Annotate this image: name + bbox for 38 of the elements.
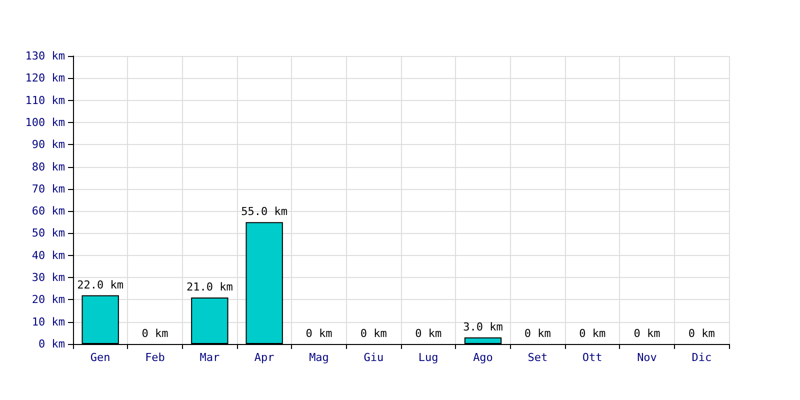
x-tick-label: Feb <box>145 351 165 364</box>
data-label: 55.0 km <box>241 205 288 218</box>
y-tick-label: 100 km <box>25 116 66 129</box>
y-tick-label: 0 km <box>38 338 66 350</box>
x-tick-label: Set <box>528 351 548 364</box>
y-tick-label: 130 km <box>25 50 66 62</box>
x-tick-label: Ott <box>582 351 602 364</box>
y-tick-label: 110 km <box>25 94 66 107</box>
y-tick-label: 70 km <box>32 182 66 196</box>
y-tick-label: 90 km <box>32 138 66 152</box>
y-tick-label: 120 km <box>25 72 66 85</box>
y-tick-label: 80 km <box>32 160 66 174</box>
x-tick-label: Ago <box>473 351 493 364</box>
data-label: 0 km <box>688 327 716 340</box>
y-tick-label: 40 km <box>32 248 66 262</box>
x-tick-label: Lug <box>418 351 438 364</box>
data-label: 0 km <box>524 327 552 340</box>
x-tick-label: Gen <box>90 351 110 364</box>
y-tick-label: 50 km <box>32 226 66 240</box>
y-tick-label: 60 km <box>32 204 66 218</box>
data-label: 0 km <box>634 327 661 340</box>
x-tick-label: Apr <box>254 351 275 364</box>
data-label: 0 km <box>360 327 388 340</box>
data-label: 0 km <box>579 327 606 340</box>
x-tick-label: Nov <box>637 351 658 364</box>
x-tick-label: Mar <box>200 351 220 364</box>
x-tick-label: Dic <box>692 351 712 364</box>
data-label: 3.0 km <box>463 320 504 334</box>
y-tick-label: 30 km <box>32 271 66 284</box>
data-label: 0 km <box>415 327 442 340</box>
data-label: 0 km <box>142 327 169 340</box>
x-tick-label: Giu <box>364 351 384 364</box>
data-label: 22.0 km <box>77 278 124 292</box>
x-tick-label: Mag <box>309 351 329 364</box>
y-tick-label: 20 km <box>32 293 66 306</box>
data-label: 0 km <box>306 327 333 340</box>
y-tick-label: 10 km <box>32 315 66 328</box>
data-label: 21.0 km <box>186 280 234 294</box>
